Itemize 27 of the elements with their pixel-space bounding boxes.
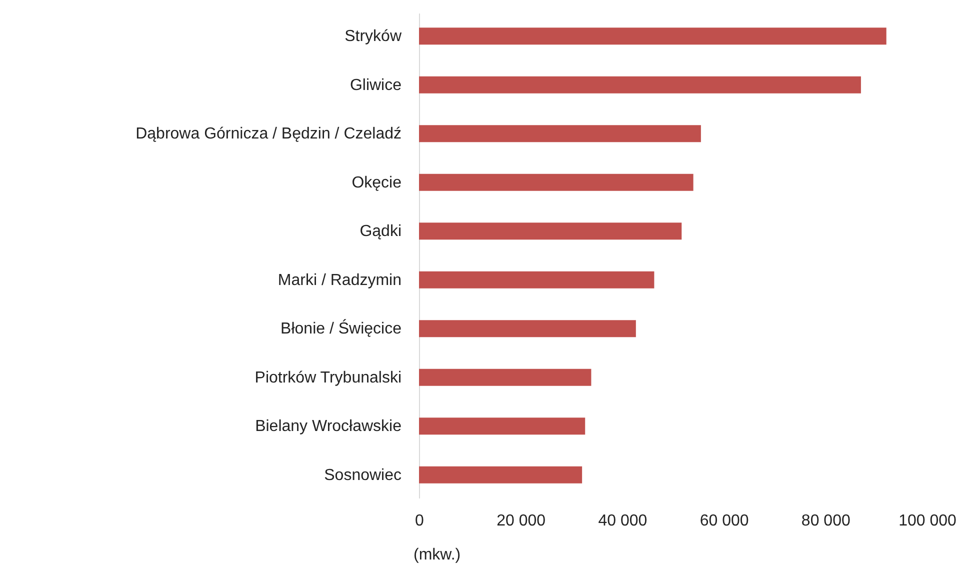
bar <box>419 28 886 45</box>
y-tick-label: Sosnowiec <box>324 466 402 484</box>
bar <box>419 76 861 94</box>
y-tick-label: Piotrków Trybunalski <box>254 369 402 386</box>
x-tick-label: 40 000 <box>598 512 648 530</box>
y-tick-label: Błonie / Święcice <box>280 318 402 338</box>
y-tick-label: Gądki <box>360 223 402 240</box>
bar <box>419 271 654 288</box>
y-tick-label: Stryków <box>344 28 402 46</box>
x-tick-label: 80 000 <box>801 512 850 530</box>
y-tick-label: Bielany Wrocławskie <box>255 418 402 436</box>
y-tick-label: Gliwice <box>350 76 402 94</box>
bar <box>419 174 694 191</box>
x-axis-title: (mkw.) <box>414 546 461 564</box>
x-tick-label: 60 000 <box>700 512 749 530</box>
y-tick-label: Dąbrowa Górnicza / Będzin / Czeladź <box>136 126 402 143</box>
x-tick-label: 20 000 <box>496 512 546 530</box>
bar <box>419 466 582 484</box>
bar <box>419 368 592 386</box>
x-tick-label: 0 <box>415 512 424 530</box>
bar <box>419 222 682 240</box>
x-tick-label: 100 000 <box>898 512 957 530</box>
y-tick-label: Marki / Radzymin <box>278 272 402 289</box>
y-tick-label: Okęcie <box>352 174 402 192</box>
bar <box>419 418 586 435</box>
bar <box>419 320 636 338</box>
bar <box>419 125 701 142</box>
